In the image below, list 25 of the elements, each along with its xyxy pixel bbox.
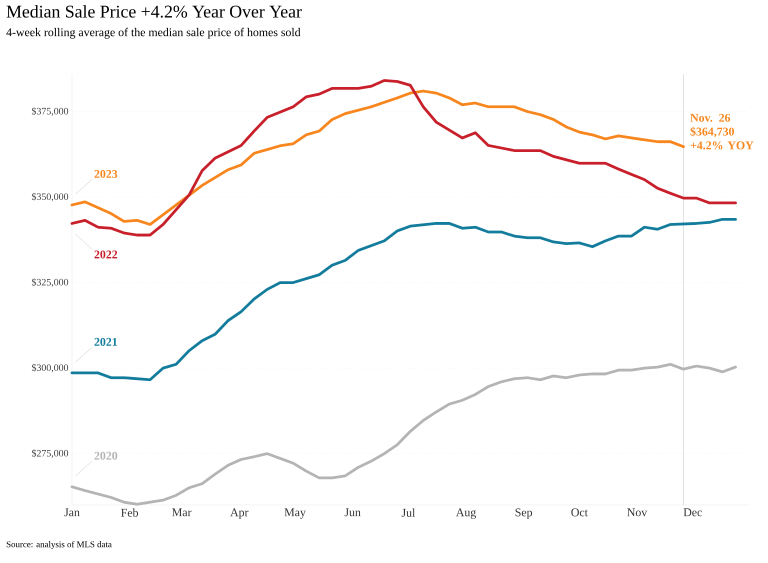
x-tick-label: Aug xyxy=(456,508,476,519)
x-tick-label: Mar xyxy=(172,508,192,516)
text: 2023 xyxy=(94,170,118,178)
x-tick-label: Jul xyxy=(402,508,416,517)
chart-title: Median Sale Price +4.2% Year Over Year xyxy=(6,5,302,18)
x-tick-label: Sep xyxy=(516,508,532,519)
x-tick-label: Oct xyxy=(571,508,588,516)
x-tick-label: May xyxy=(284,508,306,519)
chart-subtitle: 4-week rolling average of the median sale price of homes sold xyxy=(6,28,300,39)
y-tick-label: $375,000 xyxy=(32,107,68,116)
series-label: 2022 xyxy=(94,250,118,258)
y-tick-label: $300,000 xyxy=(32,364,68,372)
text: 2021 xyxy=(94,338,118,346)
x-tick-label: Nov xyxy=(627,508,648,516)
y-tick-label: $350,000 xyxy=(32,192,68,202)
x-tick-label: Jun xyxy=(344,508,361,516)
x-tick-label: Feb xyxy=(121,508,138,517)
text: 2020 xyxy=(94,452,118,460)
y-tick-label: $275,000 xyxy=(32,449,68,458)
x-tick-label: Jan xyxy=(64,508,80,516)
annotation: Nov. 26 $364,730 +4.2% YOY xyxy=(690,114,754,150)
y-tick-label: $325,000 xyxy=(32,278,68,287)
x-tick-label: Apr xyxy=(230,508,248,519)
x-tick-label: Dec xyxy=(684,508,702,516)
source-note: Source: analysis of MLS data xyxy=(6,540,112,550)
